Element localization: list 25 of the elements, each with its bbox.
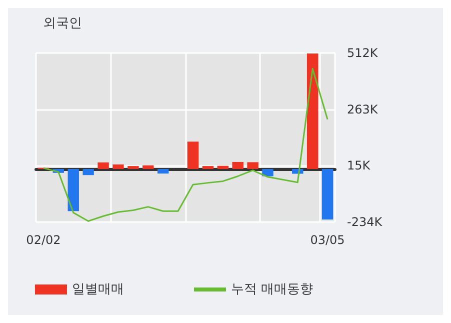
y-tick-label: 263K bbox=[347, 102, 379, 116]
bar bbox=[128, 166, 139, 169]
bar bbox=[142, 165, 154, 169]
bar bbox=[322, 168, 334, 220]
bar bbox=[82, 168, 94, 176]
bar bbox=[202, 166, 214, 169]
legend-label: 일별매매 bbox=[72, 282, 124, 297]
bar bbox=[157, 168, 169, 174]
bar bbox=[217, 166, 228, 169]
y-tick-label: -234K bbox=[347, 215, 384, 229]
bar bbox=[247, 162, 258, 169]
bar bbox=[68, 168, 79, 212]
chart-title: 외국인 bbox=[43, 16, 82, 31]
legend-label: 누적 매매동향 bbox=[231, 282, 314, 297]
y-tick-label: 512K bbox=[347, 46, 379, 60]
bar bbox=[306, 53, 318, 169]
bar bbox=[112, 164, 124, 169]
x-tick-label: 03/05 bbox=[310, 233, 345, 247]
bar bbox=[232, 162, 244, 169]
bar bbox=[262, 168, 274, 176]
bar bbox=[98, 162, 109, 169]
line-series bbox=[42, 68, 328, 222]
bar bbox=[187, 142, 199, 169]
x-tick-label: 02/02 bbox=[26, 233, 61, 247]
y-tick-label: 15K bbox=[347, 158, 372, 173]
